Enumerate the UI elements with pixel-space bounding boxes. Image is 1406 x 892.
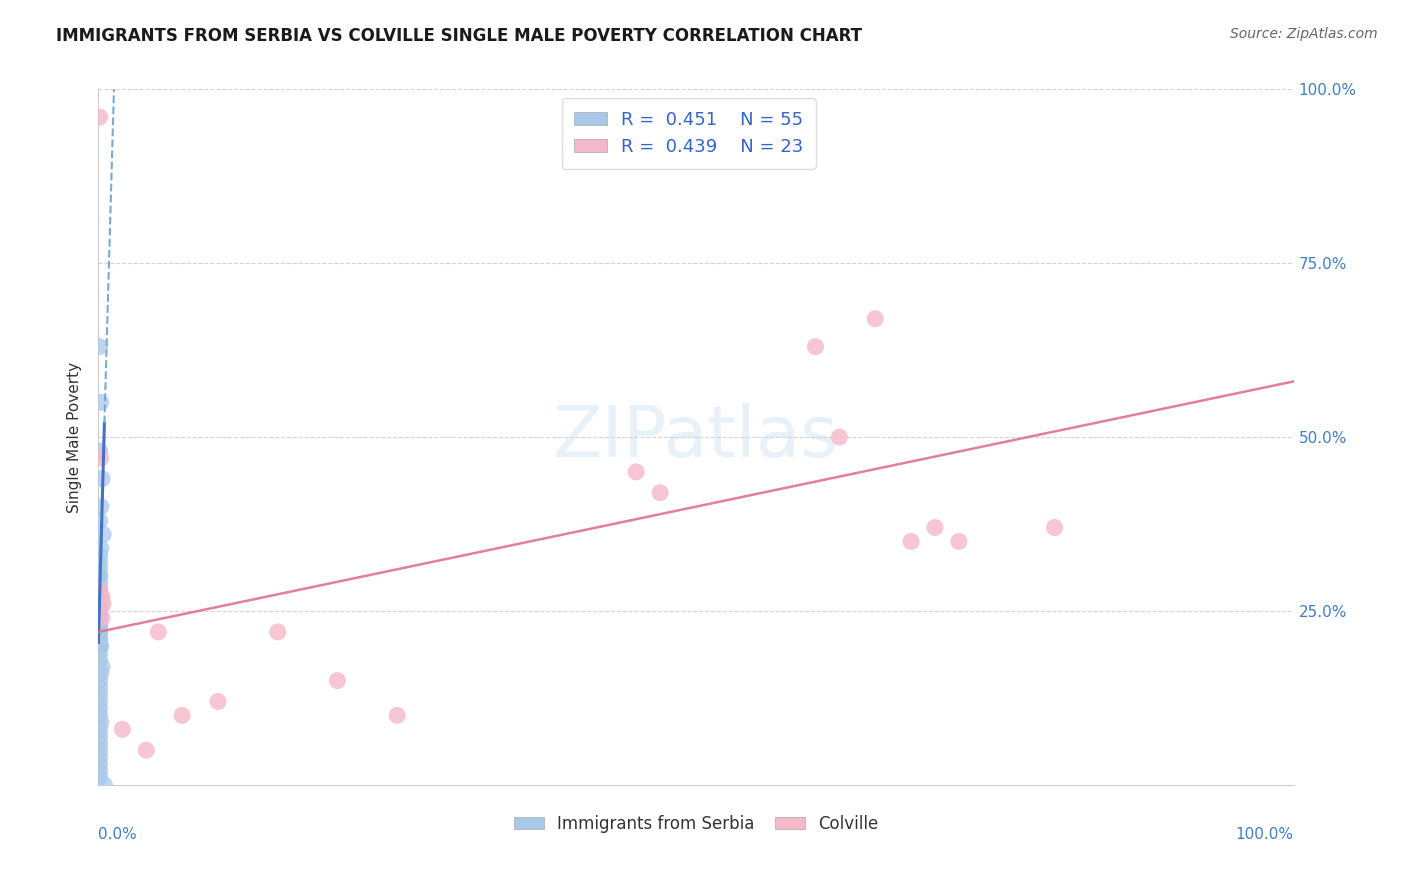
Point: [89, 736, 111, 750]
Point: [89, 618, 111, 632]
Point: [90, 450, 112, 465]
Point: [89, 611, 111, 625]
Point: [90, 395, 112, 409]
Point: [148, 624, 170, 639]
Point: [89, 708, 111, 723]
Point: [89, 688, 111, 702]
Point: [89, 639, 111, 653]
Point: [89, 646, 111, 660]
Point: [89, 583, 111, 598]
Point: [89, 673, 111, 688]
Point: [89, 624, 111, 639]
Point: [89, 639, 111, 653]
Point: [89, 514, 111, 528]
Point: [89, 764, 111, 778]
Point: [111, 723, 134, 737]
Point: [89, 555, 111, 569]
Point: [90, 541, 112, 556]
Point: [93, 778, 115, 792]
Point: [89, 110, 111, 124]
Point: [89, 624, 111, 639]
Point: [89, 549, 111, 563]
Point: [91, 472, 114, 486]
Point: [89, 583, 111, 598]
Point: [385, 708, 409, 723]
Point: [91, 659, 114, 673]
Point: [89, 653, 111, 667]
Point: [900, 534, 922, 549]
Point: [267, 624, 290, 639]
Point: [89, 569, 111, 583]
Point: [89, 340, 111, 354]
Point: [89, 632, 111, 646]
Point: [865, 311, 887, 326]
Point: [924, 520, 946, 534]
Point: [172, 708, 194, 723]
Point: [89, 618, 111, 632]
Point: [90, 715, 112, 730]
Point: [648, 485, 672, 500]
Y-axis label: Single Male Poverty: Single Male Poverty: [67, 361, 83, 513]
Text: ZIPatlas: ZIPatlas: [553, 402, 839, 472]
Point: [89, 694, 111, 708]
Point: [91, 611, 114, 625]
Point: [89, 604, 111, 618]
Point: [91, 527, 114, 541]
Point: [89, 723, 111, 737]
Point: [89, 757, 111, 772]
Point: [626, 465, 648, 479]
Point: [90, 500, 112, 514]
Point: [89, 611, 111, 625]
Point: [91, 597, 114, 611]
Point: [207, 694, 229, 708]
Point: [90, 639, 112, 653]
Point: [89, 771, 111, 785]
Legend: Immigrants from Serbia, Colville: Immigrants from Serbia, Colville: [508, 808, 884, 839]
Point: [89, 590, 111, 604]
Point: [89, 569, 111, 583]
Point: [89, 604, 111, 618]
Point: [91, 590, 114, 604]
Point: [135, 743, 157, 757]
Point: [804, 340, 827, 354]
Point: [90, 597, 112, 611]
Point: [89, 562, 111, 576]
Text: 0.0%: 0.0%: [98, 827, 138, 842]
Point: [326, 673, 349, 688]
Point: [1043, 520, 1066, 534]
Point: [89, 632, 111, 646]
Point: [89, 729, 111, 743]
Point: [89, 681, 111, 695]
Text: 100.0%: 100.0%: [1236, 827, 1294, 842]
Point: [89, 624, 111, 639]
Point: [89, 597, 111, 611]
Point: [90, 590, 112, 604]
Point: [89, 701, 111, 715]
Point: [90, 666, 112, 681]
Point: [89, 743, 111, 757]
Point: [89, 576, 111, 591]
Point: [89, 583, 111, 598]
Text: Source: ZipAtlas.com: Source: ZipAtlas.com: [1230, 27, 1378, 41]
Point: [89, 750, 111, 764]
Point: [89, 444, 111, 458]
Point: [89, 618, 111, 632]
Point: [948, 534, 970, 549]
Text: IMMIGRANTS FROM SERBIA VS COLVILLE SINGLE MALE POVERTY CORRELATION CHART: IMMIGRANTS FROM SERBIA VS COLVILLE SINGL…: [56, 27, 862, 45]
Point: [828, 430, 851, 444]
